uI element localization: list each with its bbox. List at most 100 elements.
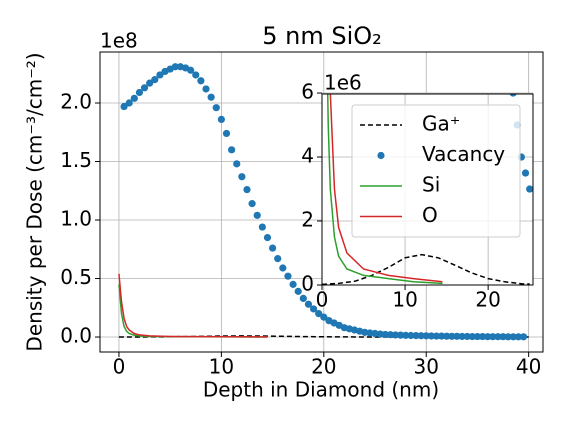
point bbox=[458, 332, 466, 341]
point bbox=[514, 333, 523, 341]
point bbox=[376, 330, 384, 338]
point bbox=[294, 287, 302, 295]
point bbox=[473, 332, 482, 341]
point bbox=[202, 85, 210, 93]
point bbox=[391, 331, 400, 339]
point bbox=[274, 255, 282, 263]
point bbox=[279, 264, 287, 272]
point bbox=[386, 331, 394, 339]
point bbox=[171, 63, 179, 71]
y-tick-label: 4 bbox=[301, 144, 314, 168]
point bbox=[432, 332, 441, 340]
point bbox=[478, 332, 487, 341]
point bbox=[299, 294, 307, 303]
point bbox=[253, 211, 261, 219]
legend-label: O bbox=[422, 203, 438, 227]
y-tick-label: 1.0 bbox=[60, 207, 92, 231]
series-group bbox=[118, 63, 529, 341]
chart-title: 5 nm SiO₂ bbox=[262, 22, 382, 50]
point bbox=[501, 25, 508, 32]
point bbox=[309, 305, 318, 313]
point bbox=[146, 79, 154, 87]
point bbox=[453, 332, 461, 340]
y-tick-label: 1.5 bbox=[60, 148, 92, 172]
offset-text: 1e6 bbox=[324, 71, 362, 95]
x-tick-label: 0 bbox=[316, 288, 329, 312]
legend-swatch bbox=[377, 151, 385, 160]
point bbox=[412, 332, 420, 340]
legend-label: Ga⁺ bbox=[422, 112, 460, 136]
point bbox=[484, 333, 492, 341]
x-tick-label: 10 bbox=[392, 288, 417, 312]
x-tick-label: 40 bbox=[516, 355, 541, 379]
point bbox=[233, 160, 241, 168]
y-tick-label: 0 bbox=[301, 272, 314, 296]
point bbox=[268, 244, 277, 252]
point bbox=[135, 88, 144, 97]
point bbox=[192, 71, 200, 79]
series-line bbox=[326, 94, 443, 285]
point bbox=[402, 331, 410, 339]
legend-label: Vacancy bbox=[422, 142, 505, 166]
legend-label: Si bbox=[422, 173, 440, 197]
point bbox=[521, 169, 530, 177]
point bbox=[407, 331, 415, 340]
y-tick-label: 0.0 bbox=[60, 324, 92, 348]
point bbox=[381, 330, 389, 339]
y-tick-label: 2.0 bbox=[60, 90, 92, 114]
x-tick-label: 20 bbox=[475, 288, 500, 312]
series-line bbox=[322, 253, 530, 285]
offset-text: 1e8 bbox=[100, 29, 138, 53]
point bbox=[120, 102, 128, 111]
y-tick-label: 0.5 bbox=[60, 265, 92, 289]
point bbox=[187, 66, 195, 74]
point bbox=[222, 129, 231, 138]
point bbox=[422, 332, 430, 340]
point bbox=[140, 84, 149, 92]
series-line bbox=[329, 94, 443, 283]
axes: 0 10 20 0 2 4 6 1e6 Ga⁺ Vacancy Si O bbox=[301, 25, 534, 312]
point bbox=[243, 185, 251, 194]
axes-frame bbox=[99, 51, 544, 353]
point bbox=[494, 333, 502, 341]
point bbox=[238, 173, 246, 181]
point bbox=[448, 332, 456, 340]
y-tick-label: 6 bbox=[301, 80, 314, 104]
series-line bbox=[118, 273, 268, 338]
x-tick-label: 10 bbox=[209, 355, 234, 379]
point bbox=[197, 77, 205, 85]
point bbox=[437, 332, 446, 340]
point bbox=[526, 185, 533, 193]
point bbox=[130, 94, 138, 102]
point bbox=[284, 272, 292, 280]
x-tick-label: 0 bbox=[113, 355, 126, 379]
point bbox=[417, 332, 425, 340]
point bbox=[315, 310, 323, 318]
point bbox=[212, 104, 220, 112]
point bbox=[289, 280, 297, 288]
y-axis-label: Density per Dose (cm⁻³/cm⁻²) bbox=[23, 52, 47, 351]
point bbox=[443, 332, 451, 340]
point bbox=[320, 313, 328, 321]
point bbox=[468, 332, 476, 341]
point bbox=[207, 93, 215, 101]
x-tick-label: 30 bbox=[414, 355, 439, 379]
point bbox=[463, 332, 471, 341]
point bbox=[509, 94, 517, 97]
point bbox=[156, 71, 164, 79]
point bbox=[519, 333, 528, 341]
point bbox=[258, 223, 266, 231]
point bbox=[125, 99, 133, 107]
x-tick-label: 20 bbox=[311, 355, 336, 379]
x-axis-label: Depth in Diamond (nm) bbox=[203, 378, 439, 402]
point bbox=[504, 333, 512, 341]
legend-box bbox=[351, 104, 521, 238]
point bbox=[489, 333, 497, 341]
point bbox=[499, 333, 507, 341]
point bbox=[248, 200, 256, 208]
point bbox=[304, 300, 313, 308]
point bbox=[217, 115, 225, 123]
point bbox=[151, 76, 159, 84]
point bbox=[263, 233, 272, 242]
